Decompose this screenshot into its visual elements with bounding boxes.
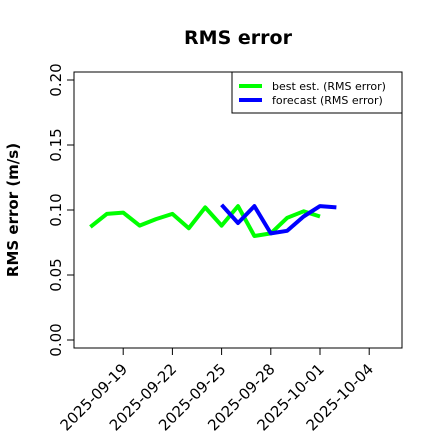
y-tick-label: 0.00 — [47, 323, 65, 356]
y-tick-label: 0.15 — [47, 128, 65, 161]
legend: best est. (RMS error) forecast (RMS erro… — [231, 71, 403, 114]
series-layer — [89, 203, 337, 238]
chart-title: RMS error — [184, 27, 293, 49]
legend-label-best-est: best est. (RMS error) — [272, 80, 386, 93]
y-axis-label: RMS error (m/s) — [4, 143, 22, 277]
series-line — [220, 203, 337, 236]
y-tick-label: 0.10 — [47, 193, 65, 226]
series-line — [89, 204, 321, 238]
legend-box — [231, 71, 403, 114]
y-tick-label: 0.05 — [47, 258, 65, 291]
y-axis: 0.00 0.05 0.10 0.15 0.20 — [47, 63, 74, 357]
legend-label-forecast: forecast (RMS error) — [272, 94, 383, 107]
x-axis: 2025-09-192025-09-222025-09-252025-09-28… — [57, 348, 377, 434]
y-tick-label: 0.20 — [47, 63, 65, 96]
